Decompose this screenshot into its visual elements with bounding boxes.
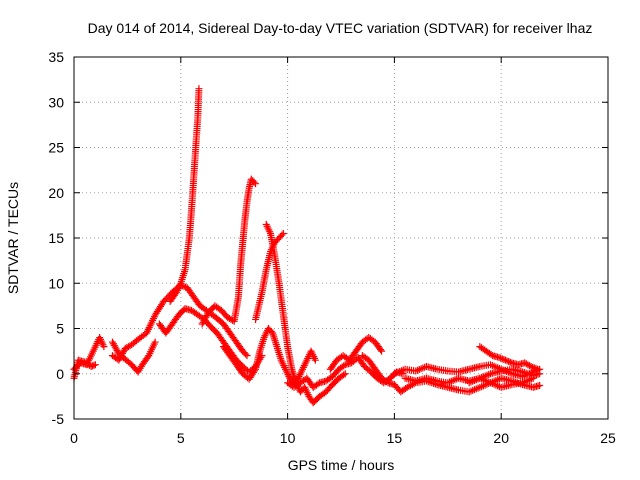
series-track-l: [326, 334, 386, 373]
x-tick-label: 25: [600, 430, 616, 446]
data-marker: [90, 361, 98, 369]
data-marker: [279, 229, 287, 237]
x-tick-label: 5: [177, 430, 185, 446]
data-marker: [252, 180, 260, 188]
data-marker: [341, 370, 349, 378]
series-track-j: [262, 220, 349, 407]
data-marker: [529, 363, 537, 371]
data-marker: [340, 371, 348, 379]
x-tick-label: 15: [387, 430, 403, 446]
series-track-d: [108, 338, 159, 376]
data-marker: [495, 353, 503, 361]
x-tick-label: 10: [280, 430, 296, 446]
data-marker: [498, 355, 506, 363]
data-marker: [500, 355, 508, 363]
data-marker: [314, 380, 322, 388]
data-marker: [311, 356, 319, 364]
series-track-f: [166, 85, 203, 305]
data-marker: [501, 356, 509, 364]
data-marker: [526, 362, 534, 370]
data-points: [70, 85, 544, 407]
data-marker: [536, 382, 544, 390]
series-track-b: [70, 356, 99, 382]
series-track-i: [252, 229, 287, 323]
data-marker: [532, 365, 540, 373]
y-axis-label: SDTVAR / TECUs: [5, 182, 21, 294]
data-marker: [340, 362, 348, 370]
data-marker: [497, 354, 505, 362]
data-marker: [487, 351, 495, 359]
data-marker: [377, 346, 385, 354]
y-tick-label: 10: [48, 275, 64, 291]
data-marker: [250, 178, 258, 186]
data-marker: [530, 364, 538, 372]
data-marker: [527, 363, 535, 371]
data-marker: [505, 358, 513, 366]
data-marker: [195, 85, 203, 93]
data-marker: [250, 367, 258, 375]
x-tick-label: 20: [493, 430, 509, 446]
x-axis-label: GPS time / hours: [288, 457, 395, 473]
y-tick-label: 0: [56, 366, 64, 382]
y-tick-label: 25: [48, 140, 64, 156]
series-track-p: [465, 365, 544, 387]
x-axis-ticks: 0 5 10 15 20 25: [70, 57, 616, 446]
y-tick-label: 30: [48, 94, 64, 110]
y-tick-label: -5: [52, 411, 65, 427]
data-marker: [536, 370, 544, 378]
data-marker: [382, 378, 390, 386]
y-tick-label: 15: [48, 230, 64, 246]
data-marker: [278, 231, 286, 239]
data-marker: [100, 343, 108, 351]
chart-title: Day 014 of 2014, Sidereal Day-to-day VTE…: [88, 20, 593, 36]
y-axis-ticks: -5 0 5 10 15 20 25 30 35: [48, 49, 608, 427]
data-marker: [124, 343, 132, 351]
series-track-q: [476, 343, 542, 373]
data-marker: [151, 338, 159, 346]
y-tick-label: 35: [48, 49, 64, 65]
data-marker: [243, 352, 251, 360]
y-tick-label: 5: [56, 321, 64, 337]
data-marker: [534, 365, 542, 373]
x-tick-label: 0: [70, 430, 78, 446]
series-track-g: [198, 175, 260, 328]
y-tick-label: 20: [48, 185, 64, 201]
data-marker: [503, 357, 511, 365]
data-marker: [378, 347, 386, 355]
data-marker: [506, 358, 514, 366]
data-marker: [91, 361, 99, 369]
data-marker: [242, 350, 250, 358]
